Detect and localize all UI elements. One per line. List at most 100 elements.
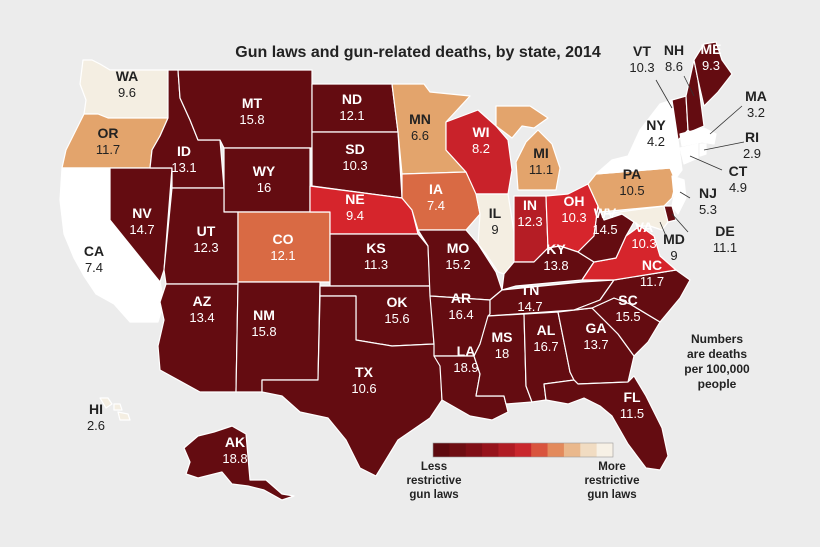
state-al-code: AL — [537, 322, 556, 338]
state-wy-value: 16 — [257, 180, 271, 195]
state-ri-value: 2.9 — [743, 146, 761, 161]
state-nm-code: NM — [253, 307, 275, 323]
state-wv-code: WV — [594, 205, 617, 221]
state-or-value: 11.7 — [96, 142, 120, 157]
state-vt-value: 10.3 — [629, 60, 654, 75]
state-il-shape[interactable] — [475, 193, 515, 275]
state-ks-code: KS — [366, 240, 385, 256]
state-ri-shape[interactable] — [699, 143, 707, 157]
state-ca-value: 7.4 — [85, 260, 103, 275]
state-me-value: 9.3 — [702, 58, 720, 73]
state-wi-code: WI — [472, 124, 489, 140]
state-sd-code: SD — [345, 141, 364, 157]
state-me-shape[interactable] — [693, 41, 733, 107]
state-nd-value: 12.1 — [339, 108, 364, 123]
state-ks-value: 11.3 — [364, 257, 388, 272]
state-ak-shape[interactable] — [183, 425, 295, 501]
state-hi-value: 2.6 — [87, 418, 105, 433]
state-nj-value: 5.3 — [699, 202, 717, 217]
state-ne-code: NE — [345, 191, 364, 207]
state-wi-value: 8.2 — [472, 141, 490, 156]
state-me-code: ME — [701, 41, 722, 57]
state-mi-value: 11.1 — [529, 162, 553, 177]
state-nj-code: NJ — [699, 185, 717, 201]
state-oh-value: 10.3 — [561, 210, 586, 225]
state-nv-code: NV — [132, 205, 152, 221]
state-ms-value: 18 — [495, 346, 509, 361]
state-ri-code: RI — [745, 129, 759, 145]
note-line-1: Numbers — [691, 332, 743, 346]
state-wv-value: 14.5 — [592, 222, 617, 237]
state-tx-shape[interactable] — [261, 295, 443, 477]
state-mt-code: MT — [242, 95, 263, 111]
state-ca-code: CA — [84, 243, 104, 259]
state-ga-code: GA — [586, 320, 607, 336]
state-va-code: VA — [635, 219, 653, 235]
legend-left-line-3: gun laws — [409, 489, 458, 501]
leader-lines — [655, 75, 745, 237]
state-ok-value: 15.6 — [384, 311, 409, 326]
leader-nh — [683, 75, 695, 97]
state-labels: WA9.6OR11.7CA7.4NV14.7ID13.1MT15.8WY16UT… — [84, 41, 767, 466]
state-wa-code: WA — [116, 68, 139, 84]
state-nh-code: NH — [664, 42, 684, 58]
state-ne-value: 9.4 — [346, 208, 364, 223]
state-ak-value: 18.8 — [222, 451, 247, 466]
legend-color-bar — [432, 442, 614, 458]
state-nj-shape[interactable] — [671, 175, 687, 215]
state-ma-shape[interactable] — [679, 127, 717, 147]
state-id-value: 13.1 — [171, 160, 196, 175]
state-shapes — [59, 41, 733, 501]
state-mo-value: 15.2 — [445, 257, 470, 272]
state-co-value: 12.1 — [270, 248, 295, 263]
note-line-3: per 100,000 — [684, 362, 750, 376]
state-wi-shape[interactable] — [445, 109, 513, 195]
state-ut-value: 12.3 — [193, 240, 218, 255]
legend-swatch — [514, 443, 532, 457]
state-mn-code: MN — [409, 111, 431, 127]
leader-ri — [703, 141, 745, 151]
state-hi-shape[interactable] — [99, 397, 131, 421]
note: Numbers are deaths per 100,000 people — [684, 332, 750, 391]
state-ar-value: 16.4 — [448, 307, 473, 322]
state-il-value: 9 — [491, 222, 498, 237]
state-la-value: 18.9 — [453, 360, 478, 375]
legend-swatch — [531, 443, 549, 457]
legend-outline — [432, 442, 614, 458]
state-in-code: IN — [523, 197, 537, 213]
state-nm-shape[interactable] — [235, 281, 321, 393]
state-ia-value: 7.4 — [427, 198, 445, 213]
state-mi-shape[interactable] — [495, 105, 561, 191]
state-de-value: 11.1 — [713, 240, 737, 255]
state-fl-shape[interactable] — [543, 375, 669, 471]
legend: Less restrictive gun laws More restricti… — [407, 442, 640, 501]
state-id-code: ID — [177, 143, 191, 159]
state-ct-value: 4.9 — [729, 180, 747, 195]
legend-left-line-1: Less — [421, 461, 447, 473]
state-az-value: 13.4 — [189, 310, 214, 325]
state-sc-value: 15.5 — [615, 309, 640, 324]
state-nv-value: 14.7 — [129, 222, 154, 237]
state-ga-value: 13.7 — [583, 337, 608, 352]
state-ct-code: CT — [729, 163, 748, 179]
state-co-shape[interactable] — [237, 211, 331, 283]
leader-ct — [689, 155, 723, 171]
leader-ma — [709, 105, 743, 135]
state-ma-code: MA — [745, 88, 767, 104]
state-ak-code: AK — [225, 434, 245, 450]
state-md-code: MD — [663, 231, 685, 247]
state-oh-code: OH — [564, 193, 585, 209]
state-ma-value: 3.2 — [747, 105, 765, 120]
legend-swatch — [465, 443, 483, 457]
legend-right-line-2: restrictive — [585, 475, 640, 487]
state-ny-value: 4.2 — [647, 134, 665, 149]
state-ct-shape[interactable] — [679, 143, 699, 165]
state-nc-shape[interactable] — [573, 269, 691, 323]
state-nh-value: 8.6 — [665, 59, 683, 74]
legend-right-line-3: gun laws — [587, 489, 636, 501]
state-de-shape[interactable] — [663, 205, 677, 223]
state-de-code: DE — [715, 223, 734, 239]
state-tx-value: 10.6 — [351, 381, 376, 396]
legend-swatch — [580, 443, 598, 457]
